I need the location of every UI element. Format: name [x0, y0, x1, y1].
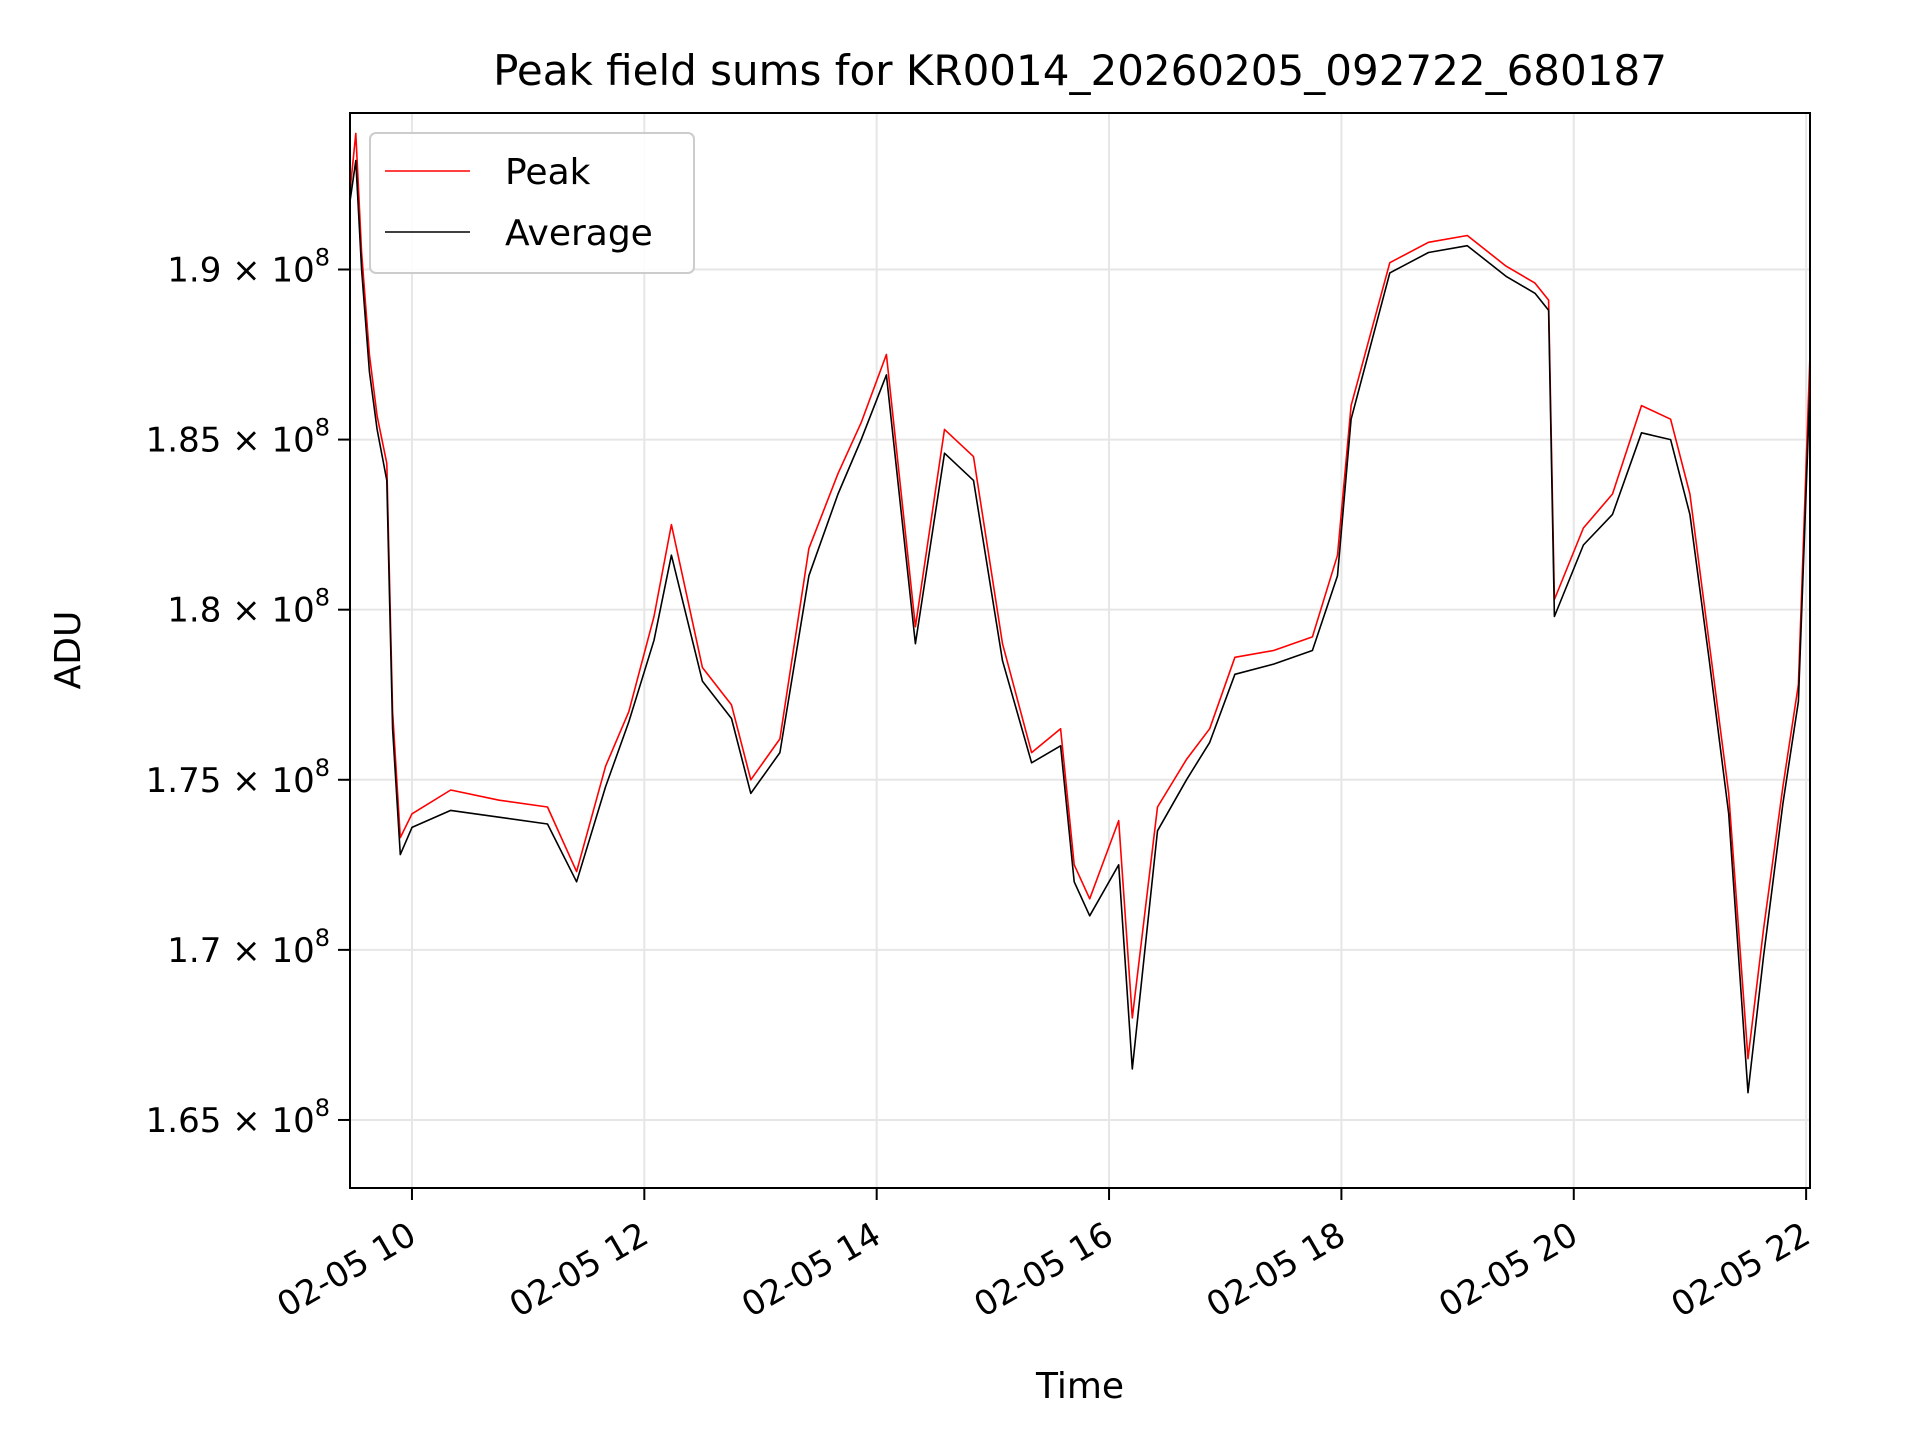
y-tick-label: 1.8 × 108	[167, 584, 330, 631]
legend-label-peak: Peak	[505, 152, 591, 193]
y-axis: 1.65 × 108 1.7 × 108 1.75 × 108 1.8 × 108 1.…	[146, 243, 350, 1141]
y-tick-label: 1.75 × 108	[146, 754, 330, 801]
legend-label-average: Average	[505, 213, 653, 254]
series-line-peak	[349, 132, 1811, 1060]
y-tick-label: 1.65 × 108	[146, 1094, 330, 1141]
chart-title: Peak field sums for KR0014_20260205_0927…	[493, 46, 1667, 95]
legend-box	[369, 132, 695, 274]
grid	[350, 113, 1810, 1188]
series-line-average	[349, 159, 1811, 1094]
y-tick-label: 1.85 × 108	[146, 414, 330, 461]
x-axis-label: Time	[1035, 1366, 1124, 1407]
plot-frame	[349, 112, 1811, 1189]
y-tick-label: 1.9 × 108	[167, 243, 330, 290]
y-axis-label: ADU	[48, 611, 89, 690]
legend: Peak Average	[369, 132, 695, 274]
series-layer	[349, 132, 1811, 1094]
y-tick-label: 1.7 × 108	[167, 924, 330, 971]
